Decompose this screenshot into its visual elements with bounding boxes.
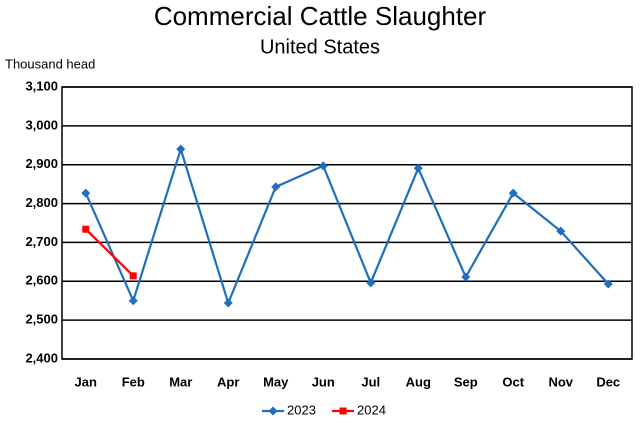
x-tick-label: Dec bbox=[596, 374, 620, 389]
x-tick-label: Apr bbox=[217, 374, 239, 389]
y-tick-label: 2,400 bbox=[25, 350, 58, 365]
y-axis-label: Thousand head bbox=[5, 56, 95, 71]
x-tick-label: Aug bbox=[406, 374, 431, 389]
marker bbox=[508, 188, 518, 198]
x-tick-label: May bbox=[263, 374, 289, 389]
series-line bbox=[84, 145, 610, 307]
legend-label: 2024 bbox=[357, 402, 386, 417]
y-tick-label: 3,100 bbox=[25, 78, 58, 93]
marker bbox=[318, 161, 328, 171]
y-tick-label: 2,800 bbox=[25, 195, 58, 210]
y-tick-label: 3,000 bbox=[25, 117, 58, 132]
x-tick-label: Mar bbox=[169, 374, 192, 389]
y-tick-label: 2,500 bbox=[25, 312, 58, 327]
marker bbox=[128, 296, 138, 306]
y-tick-label: 2,900 bbox=[25, 156, 58, 171]
x-tick-label: Jan bbox=[75, 374, 97, 389]
marker bbox=[129, 272, 137, 280]
marker bbox=[339, 407, 347, 415]
x-tick-label: Sep bbox=[454, 374, 478, 389]
y-tick-label: 2,600 bbox=[25, 273, 58, 288]
chart-title: Commercial Cattle Slaughter bbox=[154, 1, 487, 31]
marker bbox=[268, 406, 278, 416]
marker bbox=[271, 182, 281, 192]
chart-subtitle: United States bbox=[260, 36, 380, 58]
x-tick-label: Oct bbox=[502, 374, 524, 389]
marker bbox=[556, 226, 566, 236]
x-tick-label: Nov bbox=[548, 374, 573, 389]
plot-border bbox=[61, 86, 633, 360]
marker bbox=[366, 278, 376, 288]
x-tick-label: Feb bbox=[122, 374, 145, 389]
marker bbox=[176, 144, 186, 154]
series-line bbox=[84, 228, 135, 277]
marker bbox=[81, 188, 91, 198]
legend-label: 2023 bbox=[287, 402, 316, 417]
x-tick-label: Jul bbox=[361, 374, 380, 389]
marker bbox=[223, 298, 233, 308]
marker bbox=[461, 272, 471, 282]
marker bbox=[413, 163, 423, 173]
x-tick-label: Jun bbox=[312, 374, 335, 389]
marker bbox=[603, 279, 613, 289]
y-tick-label: 2,700 bbox=[25, 234, 58, 249]
marker bbox=[82, 225, 90, 233]
